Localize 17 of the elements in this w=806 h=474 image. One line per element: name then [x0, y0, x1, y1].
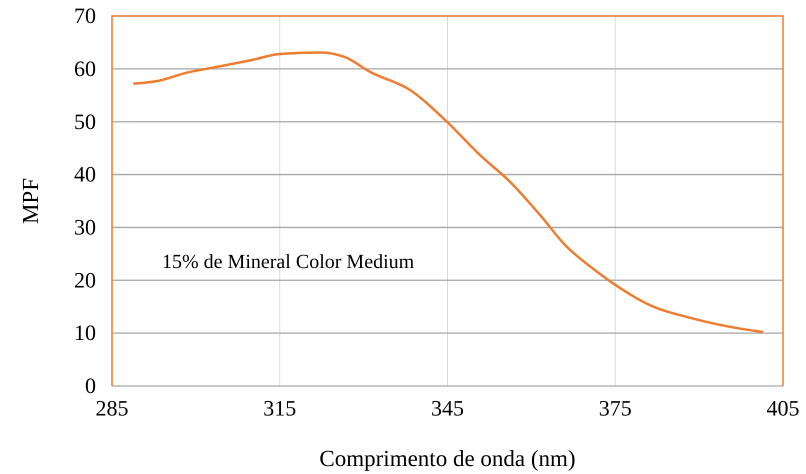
y-tick-label: 30 [74, 214, 96, 240]
x-tick-label: 375 [598, 396, 632, 421]
x-axis-title: Comprimento de onda (nm) [319, 446, 576, 471]
annotation: 15% de Mineral Color Medium [162, 251, 415, 273]
y-tick-label: 70 [74, 3, 96, 28]
x-tick-label: 285 [96, 396, 128, 421]
y-axis-title: MPF [18, 178, 43, 224]
y-tick-label: 60 [74, 56, 96, 81]
y-tick-label: 20 [74, 267, 96, 292]
x-tick-label: 345 [431, 396, 464, 421]
line-series [132, 51, 765, 334]
y-tick-label: 0 [85, 373, 96, 398]
y-tick-label: 50 [74, 108, 96, 134]
x-tick-label: 405 [766, 396, 800, 421]
y-tick-label: 40 [74, 162, 96, 187]
y-tick-label: 10 [74, 320, 96, 346]
x-tick-label: 315 [263, 396, 296, 421]
